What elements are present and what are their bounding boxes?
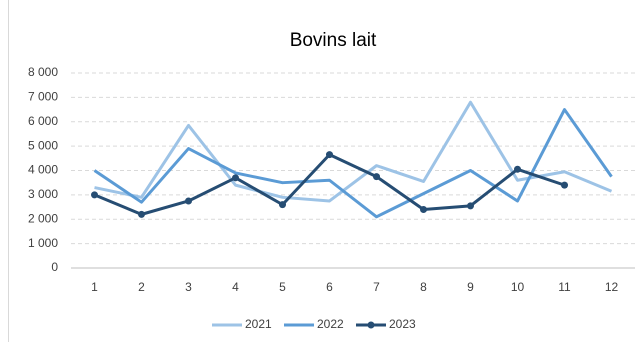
x-tick-label: 9 (467, 280, 474, 294)
x-tick-label: 5 (279, 280, 286, 294)
y-tick-label: 8 000 (28, 65, 58, 79)
legend-label: 2021 (245, 317, 272, 331)
x-tick-label: 4 (232, 280, 239, 294)
x-tick-label: 8 (420, 280, 427, 294)
y-tick-label: 4 000 (28, 163, 58, 177)
point-marker (326, 151, 333, 159)
y-tick-label: 2 000 (28, 211, 58, 225)
point-marker (514, 165, 521, 173)
point-marker (561, 181, 568, 189)
x-tick-label: 10 (511, 280, 525, 294)
point-marker (138, 210, 145, 218)
chart-title: Bovins lait (290, 30, 377, 51)
x-tick-label: 2 (138, 280, 145, 294)
point-marker (420, 206, 427, 213)
point-marker (185, 197, 192, 205)
point-marker (373, 173, 380, 181)
point-marker (91, 191, 98, 199)
legend-marker (367, 321, 375, 329)
series-line (93, 108, 613, 219)
y-tick-label: 3 000 (28, 187, 58, 201)
y-tick-label: 1 000 (28, 236, 58, 250)
x-tick-label: 11 (558, 280, 571, 294)
y-tick-label: 0 (51, 260, 58, 274)
x-tick-label: 6 (326, 280, 333, 294)
point-marker (232, 174, 239, 182)
legend-label: 2023 (389, 317, 416, 331)
point-marker (467, 202, 474, 210)
x-tick-label: 3 (185, 280, 192, 294)
x-tick-label: 12 (605, 280, 619, 294)
point-marker (279, 201, 286, 209)
x-tick-label: 7 (373, 280, 380, 294)
y-tick-label: 5 000 (28, 138, 58, 152)
x-tick-label: 1 (91, 280, 98, 294)
y-tick-label: 7 000 (28, 90, 58, 104)
y-tick-label: 6 000 (28, 114, 58, 128)
series-line (94, 100, 613, 203)
legend-label: 2022 (317, 317, 344, 331)
